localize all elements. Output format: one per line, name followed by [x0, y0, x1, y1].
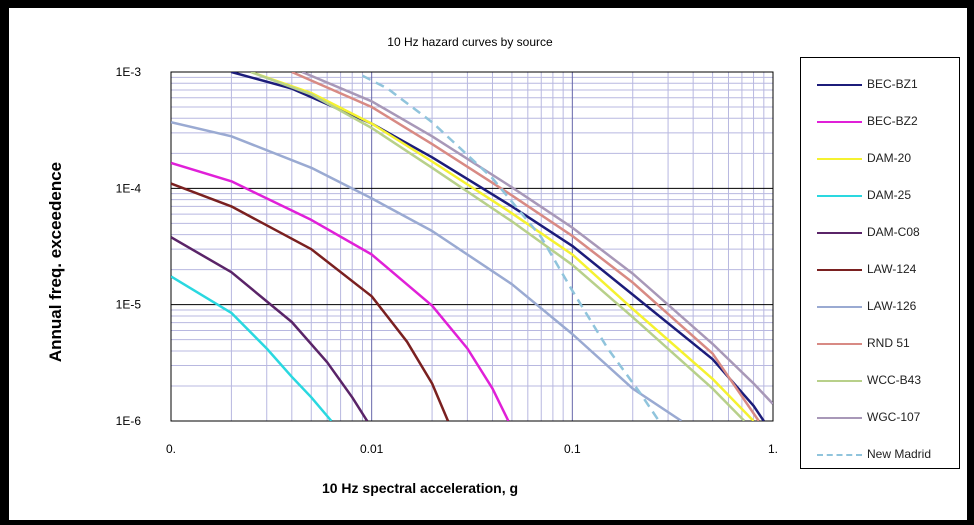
series-line-dam-20 — [250, 72, 755, 421]
legend-item-dam-c08: DAM-C08 — [801, 223, 959, 243]
legend-swatch — [817, 380, 862, 382]
legend-item-dam-25: DAM-25 — [801, 186, 959, 206]
legend-item-new-madrid: New Madrid — [801, 445, 959, 465]
series-line-wgc-107 — [301, 72, 773, 405]
legend: BEC-BZ1 BEC-BZ2 DAM-20 DAM-25 DAM-C08 LAW-124… — [800, 57, 960, 469]
series-line-rnd-51 — [291, 72, 760, 421]
legend-swatch — [817, 195, 862, 197]
y-tick-label: 1E-3 — [116, 65, 142, 79]
legend-item-wcc-b43: WCC-B43 — [801, 371, 959, 391]
legend-label: WCC-B43 — [867, 373, 922, 387]
legend-item-bec-bz2: BEC-BZ2 — [801, 112, 959, 132]
legend-label: DAM-20 — [867, 151, 912, 165]
series-line-law-124 — [171, 182, 450, 421]
legend-item-wgc-107: WGC-107 — [801, 408, 959, 428]
legend-label: DAM-25 — [867, 188, 912, 202]
legend-item-law-126: LAW-126 — [801, 297, 959, 317]
legend-swatch — [817, 343, 862, 345]
legend-label: WGC-107 — [867, 410, 921, 424]
x-axis-title: 10 Hz spectral acceleration, g — [321, 480, 519, 496]
x-tick-label: 1. — [768, 442, 778, 456]
chart-title: 10 Hz hazard curves by source — [387, 35, 553, 49]
series-line-dam-c08 — [171, 236, 369, 421]
plot-border — [170, 71, 774, 422]
legend-label: LAW-126 — [867, 299, 917, 313]
y-tick-label: 1E-6 — [116, 414, 142, 428]
legend-swatch — [817, 158, 862, 160]
y-tick-label: 1E-5 — [116, 298, 142, 312]
legend-swatch — [817, 84, 862, 86]
series-line-bec-bz2 — [171, 161, 510, 421]
series-line-wcc-b43 — [250, 72, 746, 421]
x-tick-label: 0.01 — [360, 442, 384, 456]
legend-swatch — [817, 121, 862, 123]
legend-label: BEC-BZ2 — [867, 114, 918, 128]
legend-label: DAM-C08 — [867, 225, 920, 239]
x-tick-label: 0. — [166, 442, 176, 456]
legend-swatch — [817, 306, 862, 308]
legend-item-bec-bz1: BEC-BZ1 — [801, 75, 959, 95]
legend-label: New Madrid — [867, 447, 932, 461]
legend-label: RND 51 — [867, 336, 910, 350]
plot-area — [171, 72, 773, 421]
y-tick-label: 1E-4 — [116, 181, 142, 195]
series-line-dam-25 — [171, 275, 333, 421]
legend-swatch — [817, 269, 862, 271]
legend-item-law-124: LAW-124 — [801, 260, 959, 280]
legend-swatch — [817, 454, 862, 456]
series-line-new-madrid — [361, 74, 660, 421]
legend-label: BEC-BZ1 — [867, 77, 918, 91]
legend-item-rnd-51: RND 51 — [801, 334, 959, 354]
legend-swatch — [817, 417, 862, 419]
series-line-law-126 — [171, 120, 683, 421]
legend-label: LAW-124 — [867, 262, 917, 276]
x-tick-label: 0.1 — [564, 442, 581, 456]
y-axis-title: Annual freq. exceedence — [46, 161, 65, 363]
legend-item-dam-20: DAM-20 — [801, 149, 959, 169]
legend-swatch — [817, 232, 862, 234]
